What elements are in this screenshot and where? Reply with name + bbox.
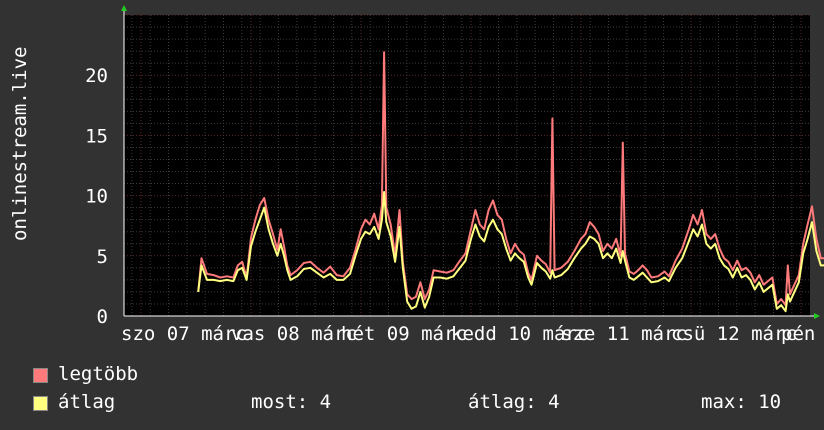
stat-average: átlag: 4: [468, 391, 560, 413]
y-axis-label: onlinestream.live: [9, 46, 31, 241]
series-line-avg: [197, 191, 824, 313]
y-axis-arrow: [121, 5, 127, 11]
legend-avg-label: átlag: [58, 391, 116, 413]
x-tick-label: sze 11 márc: [561, 323, 687, 345]
x-tick-label: szo 07 márc: [121, 323, 247, 345]
legend-max-label: legtöbb: [58, 363, 139, 385]
plot-area: [124, 15, 810, 316]
x-tick-label: pén 13 márc: [781, 323, 824, 345]
y-tick-label: 15: [85, 125, 108, 147]
stat-max: max: 10: [701, 391, 782, 413]
x-tick-label: csü 12 márc: [671, 323, 797, 345]
y-tick-label: 5: [97, 246, 108, 268]
legend-swatch-avg: [33, 396, 48, 411]
x-tick-label: vas 08 márc: [231, 323, 357, 345]
x-axis-arrow: [814, 313, 820, 319]
series-line-max: [197, 51, 824, 307]
y-tick-label: 10: [85, 186, 108, 208]
series-layer: [197, 51, 824, 313]
axes: [121, 5, 820, 319]
grid: [124, 14, 810, 316]
y-tick-label: 0: [97, 306, 108, 328]
x-tick-label: kedd 10 márc: [451, 323, 588, 345]
stat-now: most: 4: [251, 391, 332, 413]
legend-swatch-max: [33, 368, 48, 383]
y-tick-label: 20: [85, 65, 108, 87]
x-tick-label: hét 09 márc: [341, 323, 467, 345]
